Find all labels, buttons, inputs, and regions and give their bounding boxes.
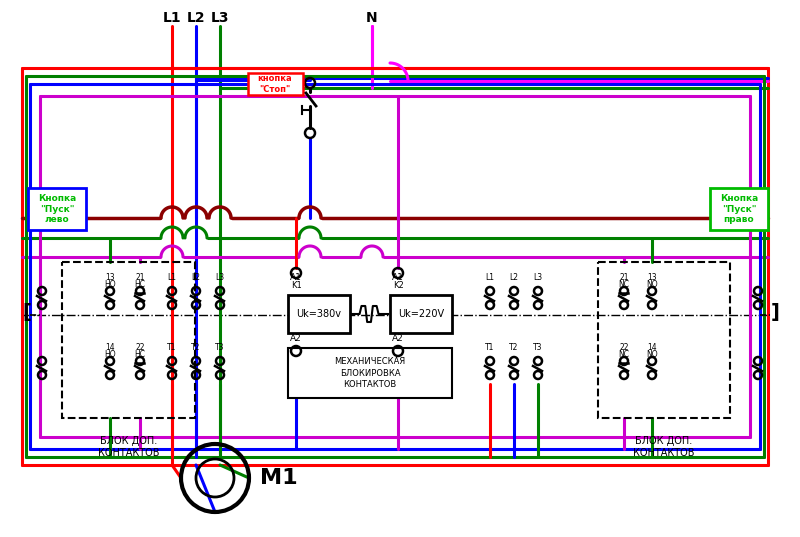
Text: T2: T2 bbox=[510, 343, 518, 352]
Text: 13: 13 bbox=[647, 273, 657, 282]
Text: НС: НС bbox=[134, 280, 146, 289]
Text: T3: T3 bbox=[215, 343, 225, 352]
Text: L2: L2 bbox=[186, 11, 206, 25]
Text: МЕХАНИЧЕСКАЯ
БЛОКИРОВКА
КОНТАКТОВ: МЕХАНИЧЕСКАЯ БЛОКИРОВКА КОНТАКТОВ bbox=[334, 358, 406, 389]
Bar bbox=[288, 348, 452, 398]
Text: NO: NO bbox=[646, 280, 658, 289]
Text: A2: A2 bbox=[392, 334, 404, 343]
Text: L3: L3 bbox=[534, 273, 542, 282]
Text: NC: NC bbox=[618, 350, 630, 359]
Text: L3: L3 bbox=[210, 11, 230, 25]
Text: NO: NO bbox=[646, 350, 658, 359]
Bar bbox=[62, 262, 195, 418]
Text: A1: A1 bbox=[392, 273, 404, 282]
Text: НО: НО bbox=[104, 280, 116, 289]
Text: НС: НС bbox=[134, 350, 146, 359]
Text: Uk=220V: Uk=220V bbox=[398, 309, 444, 319]
Text: K1: K1 bbox=[290, 281, 302, 290]
Text: [: [ bbox=[22, 303, 31, 322]
Bar bbox=[28, 188, 86, 230]
Text: A2: A2 bbox=[290, 334, 302, 343]
Text: L2: L2 bbox=[510, 273, 518, 282]
Text: 13: 13 bbox=[105, 273, 115, 282]
Text: БЛОК ДОП.
КОНТАКТОВ: БЛОК ДОП. КОНТАКТОВ bbox=[98, 436, 159, 458]
Text: ]: ] bbox=[770, 303, 779, 322]
Text: N: N bbox=[366, 11, 378, 25]
Text: 22: 22 bbox=[135, 343, 145, 352]
Bar bbox=[248, 73, 303, 95]
Text: НО: НО bbox=[104, 350, 116, 359]
Text: NC: NC bbox=[618, 280, 630, 289]
Text: K2: K2 bbox=[393, 281, 403, 290]
Text: T2: T2 bbox=[191, 343, 201, 352]
Text: T1: T1 bbox=[167, 343, 177, 352]
Text: 14: 14 bbox=[647, 343, 657, 352]
Bar bbox=[288, 295, 350, 333]
Text: L1: L1 bbox=[162, 11, 182, 25]
Text: БЛОК ДОП.
КОНТАКТОВ: БЛОК ДОП. КОНТАКТОВ bbox=[634, 436, 694, 458]
Text: 21: 21 bbox=[135, 273, 145, 282]
Text: 14: 14 bbox=[105, 343, 115, 352]
Text: T3: T3 bbox=[534, 343, 542, 352]
Text: Кнопка
"Пуск"
лево: Кнопка "Пуск" лево bbox=[38, 194, 76, 224]
Text: L3: L3 bbox=[215, 273, 225, 282]
Text: Кнопка
"Пуск"
право: Кнопка "Пуск" право bbox=[720, 194, 758, 224]
Bar bbox=[598, 262, 730, 418]
Text: 22: 22 bbox=[619, 343, 629, 352]
Text: L1: L1 bbox=[486, 273, 494, 282]
Text: Uk=380v: Uk=380v bbox=[297, 309, 342, 319]
Text: кнопка
"Стоп": кнопка "Стоп" bbox=[258, 74, 292, 93]
Bar bbox=[710, 188, 768, 230]
Text: 21: 21 bbox=[619, 273, 629, 282]
Text: L1: L1 bbox=[167, 273, 177, 282]
Text: T1: T1 bbox=[486, 343, 494, 352]
Text: A1: A1 bbox=[290, 273, 302, 282]
Bar bbox=[390, 295, 452, 333]
Text: M1: M1 bbox=[260, 468, 298, 488]
Text: L2: L2 bbox=[191, 273, 201, 282]
